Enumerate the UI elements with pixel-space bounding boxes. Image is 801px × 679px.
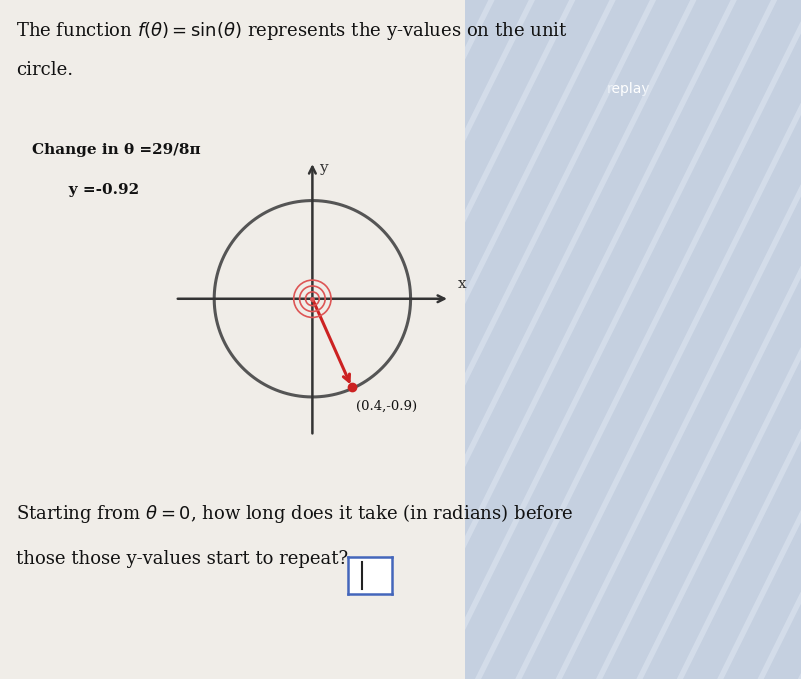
Text: those those y-values start to repeat?: those those y-values start to repeat? (16, 550, 348, 568)
Text: circle.: circle. (16, 61, 73, 79)
Text: y: y (320, 162, 328, 175)
Text: y =-0.92: y =-0.92 (32, 183, 139, 198)
Text: The function $f(\theta) = \sin(\theta)$ represents the y-values on the unit: The function $f(\theta) = \sin(\theta)$ … (16, 20, 568, 42)
Text: (0.4,-0.9): (0.4,-0.9) (356, 400, 417, 413)
Text: x: x (457, 277, 466, 291)
Text: Change in θ =29/8π: Change in θ =29/8π (32, 143, 201, 157)
Text: replay: replay (607, 82, 650, 96)
Text: Starting from $\theta = 0$, how long does it take (in radians) before: Starting from $\theta = 0$, how long doe… (16, 502, 574, 526)
